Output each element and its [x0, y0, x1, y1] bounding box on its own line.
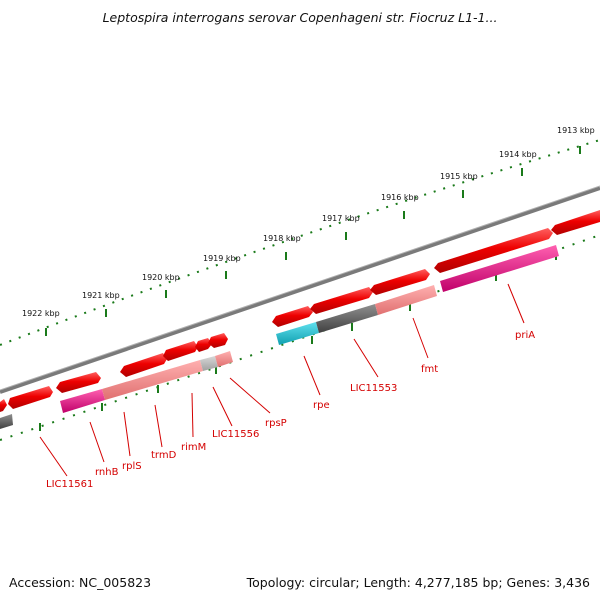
ruler-tick-label: 1920 kbp: [142, 273, 180, 282]
genome-summary-text: Topology: circular; Length: 4,277,185 bp…: [246, 575, 590, 590]
ruler-tick-label: 1913 kbp: [557, 126, 595, 135]
feature-bar[interactable]: [316, 304, 378, 333]
ruler-tick-label: 1922 kbp: [22, 309, 60, 318]
genome-backbone-highlight: [0, 185, 600, 391]
gene-label[interactable]: fmt: [421, 364, 438, 375]
gene-arrow[interactable]: [434, 228, 553, 273]
feature-bars: [0, 245, 559, 429]
feature-bar[interactable]: [440, 245, 559, 292]
gene-arrow[interactable]: [370, 269, 430, 295]
feature-bar[interactable]: [200, 356, 218, 371]
ruler-tick-label: 1914 kbp: [499, 150, 537, 159]
gene-arrow[interactable]: [551, 210, 600, 235]
gene-label[interactable]: trmD: [151, 450, 177, 461]
gene-label[interactable]: LIC11553: [350, 383, 397, 394]
gene-label[interactable]: LIC11556: [212, 429, 259, 440]
gene-label[interactable]: rnhB: [95, 467, 119, 478]
ruler-major-ticks: [45, 146, 581, 336]
gene-arrow[interactable]: [163, 341, 198, 361]
feature-bar[interactable]: [102, 360, 203, 400]
gene-label[interactable]: rplS: [122, 461, 142, 472]
gene-label[interactable]: rimM: [181, 442, 206, 453]
inner-ruler-dotted: [0, 234, 600, 441]
ruler-tick-label: 1921 kbp: [82, 291, 120, 300]
ruler-tick-label: 1917 kbp: [322, 214, 360, 223]
gene-arrow[interactable]: [195, 338, 212, 352]
accession-text: Accession: NC_005823: [9, 575, 152, 590]
ruler-tick-label: 1919 kbp: [203, 254, 241, 263]
gene-label-leaders: [39, 283, 525, 477]
genome-backbone: [0, 186, 600, 394]
feature-bar[interactable]: [215, 351, 233, 367]
ruler-tick-label: 1918 kbp: [263, 234, 301, 243]
ruler-tick-labels: 1922 kbp 1921 kbp 1920 kbp 1919 kbp 1918 kbp…: [22, 126, 595, 318]
gene-arrow[interactable]: [208, 333, 228, 348]
feature-bar[interactable]: [60, 389, 105, 413]
genome-title: Leptospira interrogans serovar Copenhage…: [102, 10, 498, 25]
gene-arrow[interactable]: [120, 353, 167, 377]
outer-ruler-dotted: [0, 139, 600, 346]
ruler-tick-label: 1915 kbp: [440, 172, 478, 181]
forward-strand-genes: [0, 210, 600, 412]
gene-label[interactable]: rpe: [313, 400, 330, 411]
gene-label[interactable]: rpsP: [265, 418, 287, 429]
feature-bar[interactable]: [0, 414, 13, 429]
gene-arrow[interactable]: [8, 386, 53, 409]
gene-label[interactable]: LIC11561: [46, 479, 93, 490]
gene-arrow[interactable]: [310, 287, 373, 314]
feature-bar[interactable]: [276, 322, 319, 345]
feature-bar[interactable]: [375, 285, 437, 315]
ruler-tick-label: 1916 kbp: [381, 193, 419, 202]
gene-arrow[interactable]: [0, 399, 7, 412]
gene-arrow[interactable]: [272, 306, 313, 327]
gene-label[interactable]: priA: [515, 330, 535, 341]
gene-arrow[interactable]: [56, 372, 101, 393]
